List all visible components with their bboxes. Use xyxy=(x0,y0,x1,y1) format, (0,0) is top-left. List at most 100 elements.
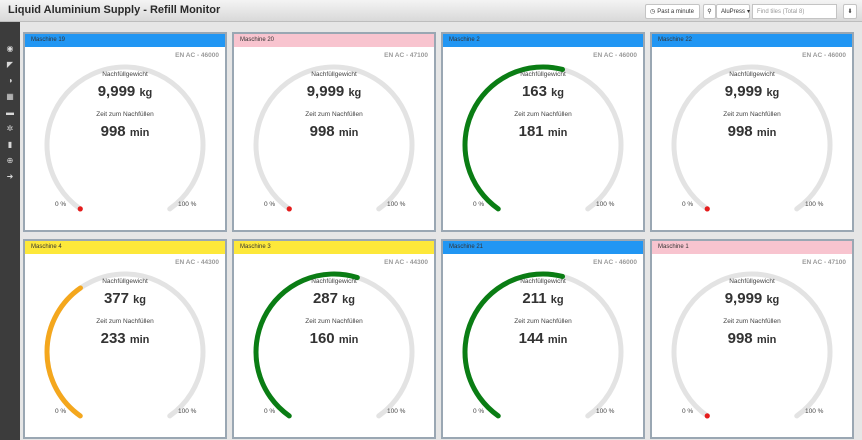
machine-tile[interactable]: Maschine 2 EN AC - 46000 Nachfüllgewicht… xyxy=(441,32,645,232)
weight-number: 9,999 xyxy=(724,83,763,100)
machine-name: Maschine 3 xyxy=(240,244,271,250)
machine-tile-body: EN AC - 46000 Nachfüllgewicht 211 kg Zei… xyxy=(443,254,643,437)
refill-gauge xyxy=(462,64,624,212)
filter-dropdown[interactable]: AluPress ▾ xyxy=(716,4,750,19)
refill-weight-label: Nachfüllgewicht xyxy=(520,278,566,285)
refill-weight-label: Nachfüllgewicht xyxy=(311,278,357,285)
machine-tile-body: EN AC - 44300 Nachfüllgewicht 287 kg Zei… xyxy=(234,254,434,437)
gauge-max-label: 100 % xyxy=(596,408,615,415)
refill-weight-value: 211 kg xyxy=(443,290,643,307)
gauge-min-label: 0 % xyxy=(55,201,67,208)
refill-time-label: Zeit zum Nachfüllen xyxy=(723,318,781,325)
download-button[interactable]: ⬇ xyxy=(843,4,857,19)
refill-weight-value: 163 kg xyxy=(443,83,643,100)
refill-weight-label: Nachfüllgewicht xyxy=(102,71,148,78)
time-unit: min xyxy=(129,334,150,346)
gauge-fill xyxy=(44,285,83,419)
app-title: Liquid Aluminium Supply - Refill Monitor xyxy=(8,4,221,16)
refill-weight-label: Nachfüllgewicht xyxy=(729,278,775,285)
table-icon[interactable]: ▦ xyxy=(6,91,14,101)
refill-time-value: 144 min xyxy=(443,330,643,347)
machine-name: Maschine 21 xyxy=(449,244,484,250)
refill-time-value: 233 min xyxy=(25,330,225,347)
gauge-min-label: 0 % xyxy=(264,408,276,415)
gauge-track xyxy=(44,64,206,212)
machine-tile[interactable]: Maschine 4 EN AC - 44300 Nachfüllgewicht… xyxy=(23,239,227,439)
machine-tile[interactable]: Maschine 3 EN AC - 44300 Nachfüllgewicht… xyxy=(232,239,436,439)
arrow-right-circle-icon[interactable]: ➜ xyxy=(6,171,14,181)
machine-tile-body: EN AC - 47100 Nachfüllgewicht 9,999 kg Z… xyxy=(652,254,852,437)
gauge-min-label: 0 % xyxy=(55,408,67,415)
gauge-icon[interactable]: ◑ xyxy=(7,75,13,85)
machine-name: Maschine 4 xyxy=(31,244,62,250)
gauge-empty-dot xyxy=(77,206,83,212)
gauge-empty-dot xyxy=(286,206,292,212)
refill-weight-label: Nachfüllgewicht xyxy=(729,71,775,78)
refill-time-value: 181 min xyxy=(443,123,643,140)
machine-tile-header: Maschine 3 xyxy=(234,241,434,254)
time-number: 998 xyxy=(309,123,335,140)
machine-tile-header: Maschine 20 xyxy=(234,34,434,47)
machine-tile-header: Maschine 19 xyxy=(25,34,225,47)
machine-tile[interactable]: Maschine 20 EN AC - 47100 Nachfüllgewich… xyxy=(232,32,436,232)
machine-tile[interactable]: Maschine 21 EN AC - 46000 Nachfüllgewich… xyxy=(441,239,645,439)
machine-tile[interactable]: Maschine 22 EN AC - 46000 Nachfüllgewich… xyxy=(650,32,854,232)
refill-gauge xyxy=(671,64,833,212)
device-icon[interactable]: ▬ xyxy=(6,107,14,117)
weight-unit: kg xyxy=(766,87,780,99)
machine-tile[interactable]: Maschine 19 EN AC - 46000 Nachfüllgewich… xyxy=(23,32,227,232)
machine-tile-body: EN AC - 46000 Nachfüllgewicht 163 kg Zei… xyxy=(443,47,643,230)
globe-icon[interactable]: ⊕ xyxy=(6,155,14,165)
gauge-max-label: 100 % xyxy=(387,201,406,208)
machine-tile-body: EN AC - 44300 Nachfüllgewicht 377 kg Zei… xyxy=(25,254,225,437)
machine-tile-body: EN AC - 47100 Nachfüllgewicht 9,999 kg Z… xyxy=(234,47,434,230)
gauge-max-label: 100 % xyxy=(387,408,406,415)
machine-tile-header: Maschine 4 xyxy=(25,241,225,254)
search-tiles-input[interactable]: Find tiles (Total 8) xyxy=(752,4,837,19)
document-icon[interactable]: ▮ xyxy=(7,139,13,149)
gauge-fill xyxy=(462,271,566,419)
alloy-label: EN AC - 46000 xyxy=(593,259,637,266)
refill-time-label: Zeit zum Nachfüllen xyxy=(305,111,363,118)
caret-down-icon: ▾ xyxy=(747,9,751,15)
refill-weight-value: 9,999 kg xyxy=(652,290,852,307)
gauge-empty-dot xyxy=(704,206,710,212)
time-number: 233 xyxy=(100,330,126,347)
machine-tile-body: EN AC - 46000 Nachfüllgewicht 9,999 kg Z… xyxy=(652,47,852,230)
refill-time-value: 998 min xyxy=(25,123,225,140)
filter-label: AluPress xyxy=(721,8,746,15)
gauge-min-label: 0 % xyxy=(264,201,276,208)
gears-icon[interactable]: ✲ xyxy=(6,123,14,133)
machine-tile-header: Maschine 21 xyxy=(443,241,643,254)
weight-unit: kg xyxy=(139,87,153,99)
refill-weight-value: 9,999 kg xyxy=(234,83,434,100)
weight-number: 287 xyxy=(312,290,338,307)
time-range-button[interactable]: ◷ Past a minute xyxy=(645,4,700,19)
alloy-label: EN AC - 47100 xyxy=(802,259,846,266)
machine-name: Maschine 20 xyxy=(240,37,275,43)
gauge-fill xyxy=(253,271,360,419)
refill-time-value: 998 min xyxy=(652,330,852,347)
alloy-label: EN AC - 44300 xyxy=(175,259,219,266)
location-button[interactable]: ⚲ xyxy=(703,4,716,19)
refill-weight-label: Nachfüllgewicht xyxy=(311,71,357,78)
tile-grid: Maschine 19 EN AC - 46000 Nachfüllgewich… xyxy=(21,22,862,440)
time-unit: min xyxy=(338,127,359,139)
gauge-track xyxy=(671,64,833,212)
refill-weight-value: 9,999 kg xyxy=(652,83,852,100)
machine-name: Maschine 2 xyxy=(449,37,480,43)
dashboard-icon[interactable]: ◉ xyxy=(6,43,14,53)
megaphone-icon[interactable]: ◤ xyxy=(6,59,14,69)
download-icon: ⬇ xyxy=(847,9,853,15)
gauge-min-label: 0 % xyxy=(682,408,694,415)
refill-gauge xyxy=(253,64,415,212)
top-bar: Liquid Aluminium Supply - Refill Monitor… xyxy=(0,0,862,22)
gauge-min-label: 0 % xyxy=(473,201,485,208)
machine-tile-header: Maschine 22 xyxy=(652,34,852,47)
machine-tile[interactable]: Maschine 1 EN AC - 47100 Nachfüllgewicht… xyxy=(650,239,854,439)
machine-tile-header: Maschine 2 xyxy=(443,34,643,47)
refill-time-label: Zeit zum Nachfüllen xyxy=(514,111,572,118)
weight-unit: kg xyxy=(550,294,564,306)
weight-number: 377 xyxy=(103,290,129,307)
weight-unit: kg xyxy=(766,294,780,306)
